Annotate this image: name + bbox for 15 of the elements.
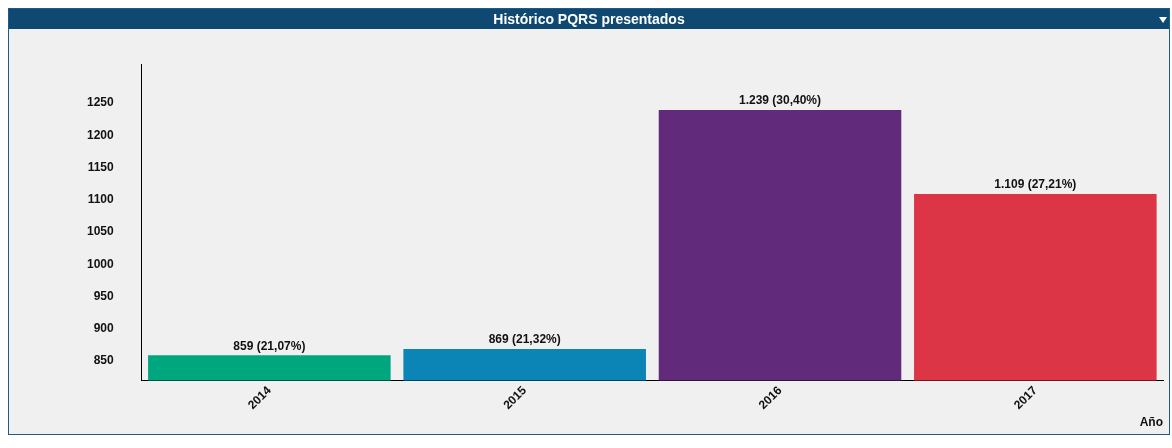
- y-tick-label: 1200: [86, 127, 115, 142]
- chart-title: Histórico PQRS presentados: [493, 11, 685, 27]
- y-tick-label: 850: [93, 353, 115, 368]
- y-tick-label: 950: [93, 288, 115, 303]
- data-label: 1.239 (30,40%): [738, 93, 822, 108]
- data-label: 1.109 (27,21%): [994, 177, 1077, 192]
- data-label: 869 (21,32%): [488, 332, 561, 347]
- y-tick-label: 1000: [86, 256, 115, 271]
- y-tick-label: 1250: [86, 95, 115, 110]
- y-tick-label: 1050: [86, 224, 115, 239]
- y-tick-label: 1100: [87, 192, 115, 207]
- y-tick-label: 900: [93, 321, 115, 336]
- x-axis-title: Año: [1139, 415, 1163, 430]
- y-tick-label: 1150: [87, 159, 115, 174]
- data-label: 859 (21,07%): [233, 338, 306, 353]
